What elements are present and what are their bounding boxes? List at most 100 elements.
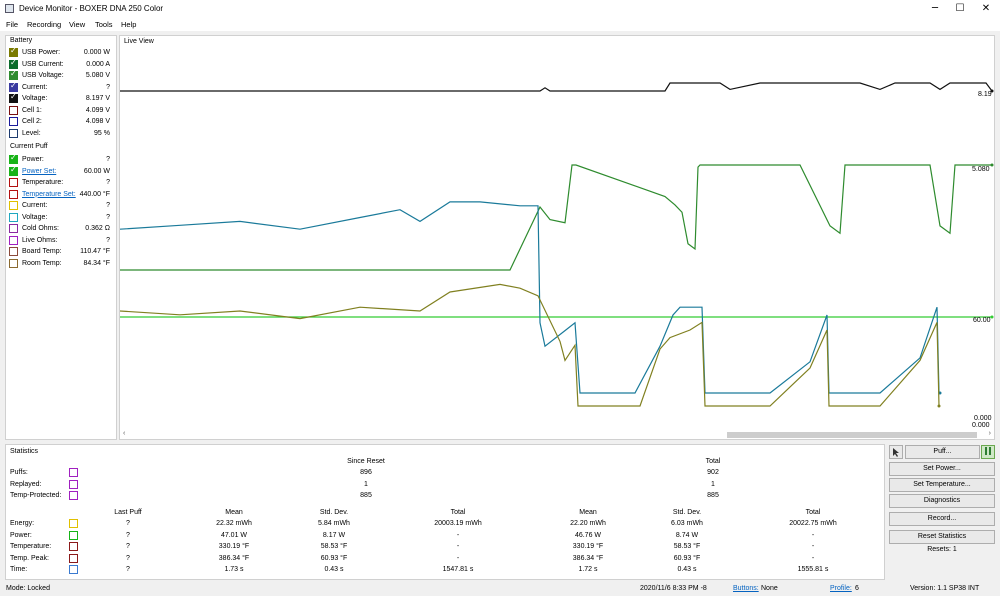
diagnostics-button[interactable]: Diagnostics xyxy=(889,494,995,508)
channel-value: 4.099 V xyxy=(85,106,110,114)
channel-checkbox[interactable] xyxy=(9,189,18,199)
battery-row[interactable]: ✓ USB Power: 0.000 W xyxy=(8,46,114,58)
voltage-trace xyxy=(120,82,993,92)
stat-cell: 386.34 °F xyxy=(218,554,250,562)
channel-checkbox[interactable] xyxy=(9,235,18,245)
scrollbar-thumb[interactable] xyxy=(727,432,977,438)
stat-color-swatch[interactable] xyxy=(69,542,78,551)
channel-label: Voltage: xyxy=(22,213,48,221)
cursor-tool-icon[interactable] xyxy=(889,445,903,459)
channel-checkbox[interactable]: ✓ xyxy=(9,153,18,164)
menu-file[interactable]: File xyxy=(6,20,19,29)
stat-column-header: Std. Dev. xyxy=(672,509,702,516)
channel-checkbox[interactable] xyxy=(9,117,18,126)
stat-color-swatch[interactable] xyxy=(69,468,78,477)
channel-label: Room Temp: xyxy=(22,259,62,267)
channel-checkbox[interactable] xyxy=(9,212,18,222)
channel-checkbox[interactable]: ✓ xyxy=(9,69,18,80)
puff-row[interactable]: Live Ohms:? xyxy=(8,235,114,246)
battery-row[interactable]: ✓ USB Voltage: 5.080 V xyxy=(8,69,114,81)
channel-label[interactable]: Temperature Set: xyxy=(22,190,76,198)
battery-row[interactable]: Level: 95 % xyxy=(8,128,114,139)
channel-checkbox[interactable] xyxy=(9,247,18,256)
channel-label: Level: xyxy=(22,129,41,137)
profile-link[interactable]: Profile: xyxy=(830,585,852,592)
stat-cell: - xyxy=(811,543,815,550)
puff-row[interactable]: Temperature Set: 440.00 °F xyxy=(8,189,114,200)
puff-row[interactable]: ✓ Power:? xyxy=(8,153,114,165)
stat-color-swatch[interactable] xyxy=(69,553,78,563)
channel-checkbox[interactable]: ✓ xyxy=(9,57,18,69)
puff-row[interactable]: Cold Ohms: 0.362 Ω xyxy=(8,223,114,234)
minimize-button[interactable]: ─ xyxy=(931,3,939,14)
stat-color-swatch[interactable] xyxy=(69,530,78,540)
puff-row[interactable]: Temperature:? xyxy=(8,177,114,188)
battery-row[interactable]: ✓ Voltage: 8.197 V xyxy=(8,92,114,104)
menu-tools[interactable]: Tools xyxy=(95,20,113,29)
channel-label: USB Current: xyxy=(22,60,64,68)
stat-column-header: Total xyxy=(805,509,821,516)
stat-cell: 20022.75 mWh xyxy=(789,520,837,527)
usb-voltage-trace-end-marker xyxy=(990,163,994,167)
stat-cell: 22.32 mWh xyxy=(216,520,252,527)
check-icon: ✓ xyxy=(10,57,17,67)
channel-checkbox[interactable] xyxy=(9,224,18,233)
puff-row[interactable]: Board Temp: 110.47 °F xyxy=(8,246,114,257)
stat-cell: ? xyxy=(126,520,130,527)
set-temperature-button[interactable]: Set Temperature... xyxy=(889,478,995,492)
puff-button[interactable]: Puff... xyxy=(905,445,980,459)
battery-row[interactable]: Cell 1: 4.099 V xyxy=(8,105,114,116)
menu-view[interactable]: View xyxy=(69,20,86,29)
buttons-link[interactable]: Buttons: xyxy=(733,585,759,592)
battery-row[interactable]: ✓ Current:? xyxy=(8,80,114,93)
horizontal-scrollbar[interactable]: ‹ › xyxy=(123,430,991,439)
channel-checkbox[interactable] xyxy=(9,128,18,138)
channel-panel: Battery ✓ USB Power: 0.000 W ✓ USB Current: 0… xyxy=(5,35,117,440)
battery-row[interactable]: ✓ USB Current: 0.000 A xyxy=(8,57,114,70)
channel-label: Live Ohms: xyxy=(22,236,58,244)
channel-label[interactable]: Power Set: xyxy=(22,167,57,175)
scroll-right-icon[interactable]: › xyxy=(988,430,991,437)
channel-checkbox[interactable] xyxy=(9,105,18,115)
channel-checkbox[interactable]: ✓ xyxy=(9,80,18,92)
stat-cell: - xyxy=(456,543,460,550)
channel-checkbox[interactable] xyxy=(9,178,18,187)
power-trace xyxy=(120,283,940,407)
puff-row[interactable]: Current:? xyxy=(8,200,114,211)
scroll-left-icon[interactable]: ‹ xyxy=(123,430,126,437)
channel-checkbox[interactable]: ✓ xyxy=(9,92,18,103)
channel-checkbox[interactable]: ✓ xyxy=(9,46,18,57)
stat-color-swatch[interactable] xyxy=(69,519,78,528)
stat-cell: - xyxy=(811,554,815,562)
stat-color-swatch[interactable] xyxy=(69,565,78,574)
channel-checkbox[interactable] xyxy=(9,201,18,210)
stat-row-label: Temp. Peak: xyxy=(10,554,49,562)
stat-cell: 22.20 mWh xyxy=(570,520,606,527)
stat-cell: 1547.81 s xyxy=(442,566,474,573)
stat-cell: 5.84 mWh xyxy=(318,520,350,527)
puff-row[interactable]: ✓ Power Set: 60.00 W xyxy=(8,164,114,177)
puff-row[interactable]: Room Temp: 84.34 °F xyxy=(8,258,114,269)
stat-cell: ? xyxy=(126,566,130,573)
menu-help[interactable]: Help xyxy=(121,20,137,29)
channel-value: ? xyxy=(106,202,110,209)
check-icon: ✓ xyxy=(10,164,17,174)
check-icon: ✓ xyxy=(10,80,17,90)
menu-recording[interactable]: Recording xyxy=(27,20,62,29)
set-power-button[interactable]: Set Power... xyxy=(889,462,995,476)
stat-column-header: Last Puff xyxy=(114,509,142,516)
maximize-button[interactable]: ☐ xyxy=(955,3,965,14)
channel-label: Cell 1: xyxy=(22,106,42,114)
puff-row[interactable]: Voltage:? xyxy=(8,212,114,223)
pause-icon[interactable] xyxy=(981,445,995,459)
stat-color-swatch[interactable] xyxy=(69,479,78,489)
stat-color-swatch[interactable] xyxy=(69,491,78,500)
stat-cell: 330.19 °F xyxy=(572,543,604,550)
channel-checkbox[interactable]: ✓ xyxy=(9,164,18,176)
reset-statistics-button[interactable]: Reset Statistics xyxy=(889,530,995,544)
stat-since-reset-value: 1 xyxy=(364,480,368,488)
channel-checkbox[interactable] xyxy=(9,258,18,268)
battery-row[interactable]: Cell 2: 4.098 V xyxy=(8,116,114,127)
record-button[interactable]: Record... xyxy=(889,512,995,526)
close-button[interactable]: ✕ xyxy=(981,3,991,14)
